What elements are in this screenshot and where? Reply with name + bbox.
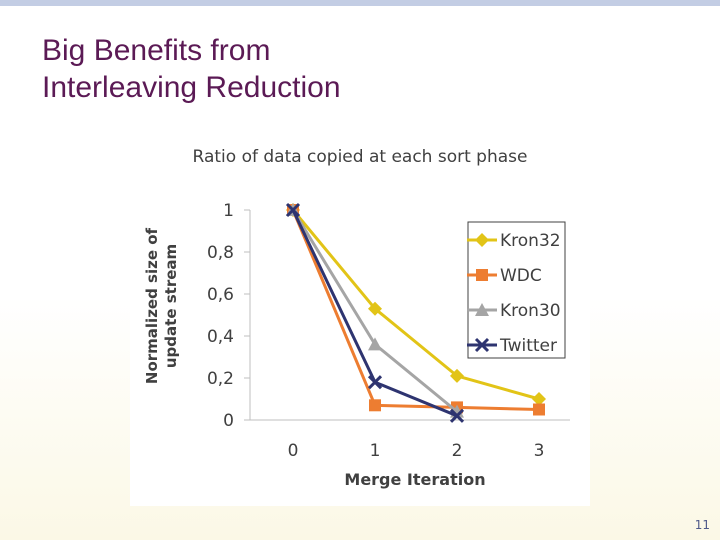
cross-stroke bbox=[367, 375, 383, 390]
series-twitter bbox=[285, 202, 465, 423]
chart-axes: 0 0,2 0,4 0,6 0,8 1 0 1 2 3 bbox=[207, 201, 570, 461]
legend-marker-wdc bbox=[476, 269, 488, 281]
series-line-kron32 bbox=[291, 209, 540, 401]
slide-title-line-2: Interleaving Reduction bbox=[42, 71, 341, 104]
cross-stroke bbox=[285, 202, 301, 218]
legend-marker-kron30 bbox=[475, 303, 489, 316]
x-tick-label: 3 bbox=[534, 441, 545, 461]
top-accent-bar bbox=[0, 0, 720, 6]
legend-marker-twitter bbox=[474, 337, 490, 353]
y-axis-label-line-2: update stream bbox=[162, 244, 180, 368]
chart-panel: Ratio of data copied at each sort phase … bbox=[130, 134, 590, 506]
data-point-twitter bbox=[449, 408, 465, 423]
slide-title-line-1: Big Benefits from bbox=[42, 34, 271, 67]
y-tick-label: 0 bbox=[223, 411, 234, 431]
x-tick-label: 2 bbox=[452, 441, 463, 461]
cross-stroke bbox=[474, 337, 490, 353]
data-point-kron32 bbox=[450, 368, 464, 383]
x-tick-label: 0 bbox=[288, 441, 299, 461]
data-point-kron32 bbox=[368, 301, 382, 316]
x-tick-label: 1 bbox=[370, 441, 381, 461]
page-number: 11 bbox=[694, 518, 710, 532]
chart-title: Ratio of data copied at each sort phase bbox=[193, 147, 528, 167]
series-line-wdc bbox=[291, 209, 540, 411]
data-point-kron30 bbox=[368, 337, 382, 351]
legend-label-kron30: Kron30 bbox=[500, 301, 561, 321]
y-axis-label-line-1: Normalized size of bbox=[143, 227, 161, 384]
legend-label-wdc: WDC bbox=[500, 266, 542, 286]
y-tick-label: 0,6 bbox=[207, 285, 234, 305]
y-tick-label: 1 bbox=[223, 201, 234, 221]
y-tick-label: 0,2 bbox=[207, 369, 234, 389]
y-tick-label: 0,4 bbox=[207, 327, 234, 347]
data-point-twitter bbox=[367, 375, 383, 390]
chart-legend: Kron32 WDC Kron30 Twitter bbox=[467, 221, 566, 359]
y-axis-label: Normalized size of update stream bbox=[143, 227, 180, 384]
data-point-wdc bbox=[369, 399, 381, 412]
x-axis-label: Merge Iteration bbox=[344, 470, 485, 489]
cross-stroke bbox=[449, 408, 465, 423]
data-point-kron32 bbox=[532, 392, 546, 406]
line-chart: Ratio of data copied at each sort phase … bbox=[143, 147, 570, 489]
legend-label-twitter: Twitter bbox=[499, 336, 557, 356]
series-layer bbox=[285, 202, 546, 423]
slide-title: Big Benefits from Interleaving Reduction bbox=[42, 32, 642, 106]
data-point-twitter bbox=[285, 202, 301, 218]
legend-label-kron32: Kron32 bbox=[500, 231, 561, 251]
legend-marker-kron32 bbox=[475, 233, 489, 247]
y-tick-label: 0,8 bbox=[207, 243, 234, 263]
data-point-wdc bbox=[533, 403, 545, 416]
